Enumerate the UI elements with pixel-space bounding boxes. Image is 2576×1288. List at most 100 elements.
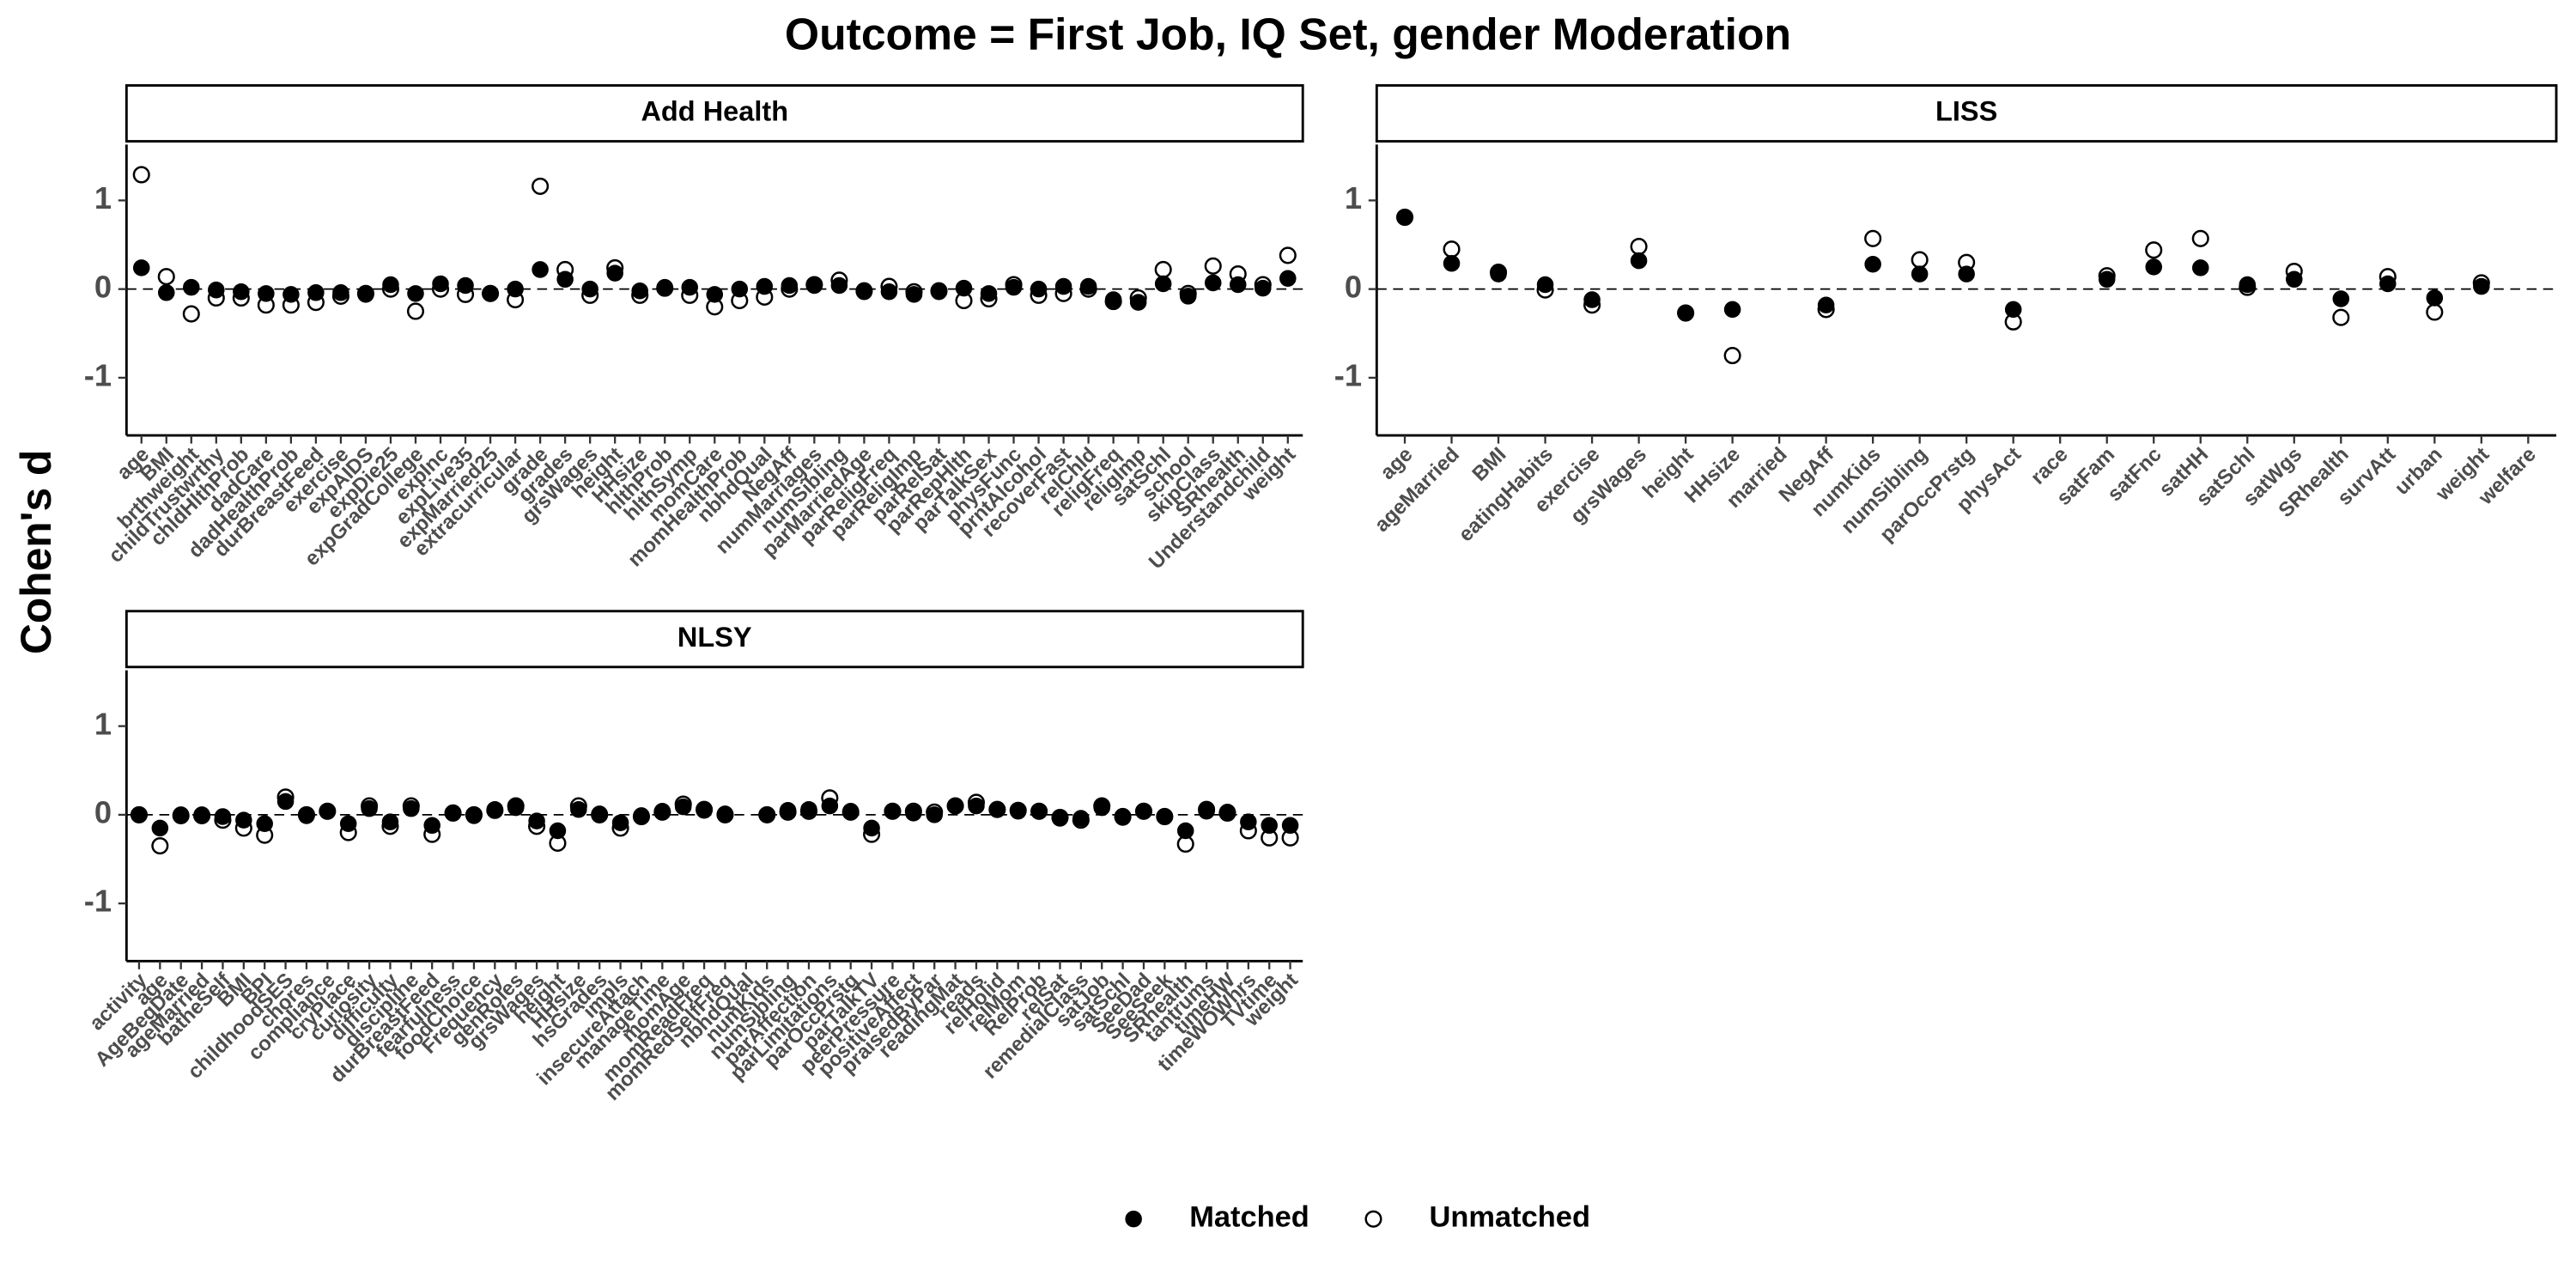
data-point (1630, 238, 1648, 256)
data-point (1490, 265, 1507, 283)
legend-label: Matched (1189, 1201, 1309, 1234)
data-point (955, 279, 973, 297)
y-tick-label: -1 (84, 358, 112, 393)
data-point (233, 283, 250, 301)
y-tick-label: 0 (94, 269, 112, 304)
data-point (1396, 209, 1413, 226)
data-point (339, 815, 357, 832)
data-point (256, 815, 273, 832)
data-point (1114, 809, 1132, 826)
data-point (131, 806, 148, 823)
data-point (1218, 804, 1236, 821)
legend-label: Unmatched (1430, 1201, 1590, 1234)
data-point (1093, 799, 1110, 817)
y-axis-label: Cohen's d (12, 450, 60, 654)
data-point (2426, 303, 2444, 321)
data-point (930, 283, 948, 301)
data-point (457, 276, 474, 295)
data-point (633, 807, 650, 824)
data-point (532, 261, 549, 278)
data-point (381, 813, 399, 830)
data-point (403, 799, 420, 817)
data-point (2004, 301, 2022, 319)
data-point (1864, 229, 1882, 247)
data-point (946, 797, 964, 815)
data-point (258, 285, 275, 302)
data-point (1005, 278, 1023, 296)
data-point (132, 259, 150, 276)
chart-title: Outcome = First Job, IQ Set, gender Mode… (785, 9, 1791, 59)
data-point (821, 797, 839, 815)
data-point (357, 286, 374, 303)
data-point (884, 803, 902, 820)
data-point (1154, 260, 1172, 278)
data-point (1176, 822, 1194, 840)
data-point (2332, 308, 2350, 326)
data-point (841, 803, 860, 820)
data-point (407, 285, 424, 302)
y-tick-label: -1 (84, 884, 112, 919)
data-point (193, 806, 210, 823)
data-point (1204, 257, 1222, 275)
data-point (1817, 296, 1835, 314)
data-point (172, 806, 190, 823)
data-point (805, 276, 823, 295)
data-point (1279, 270, 1297, 288)
data-point (606, 264, 623, 282)
data-point (706, 286, 724, 303)
data-point (1072, 810, 1090, 827)
data-point (611, 814, 629, 831)
data-point (656, 278, 673, 296)
data-point (208, 281, 225, 299)
y-tick-label: 1 (94, 180, 112, 216)
data-point (307, 284, 325, 301)
data-point (674, 798, 692, 816)
data-point (581, 280, 598, 298)
data-point (158, 284, 175, 301)
data-point (988, 800, 1006, 818)
data-point (1129, 294, 1147, 311)
data-point (1255, 279, 1272, 297)
data-point (2426, 289, 2444, 307)
data-point (926, 806, 943, 823)
data-point (486, 800, 504, 818)
data-point (1583, 291, 1601, 308)
data-point (2098, 270, 2116, 289)
data-point (532, 177, 550, 195)
data-point (968, 797, 985, 815)
data-point (1279, 246, 1297, 264)
data-point (1009, 803, 1027, 820)
data-point (507, 799, 525, 817)
data-point (276, 793, 295, 811)
data-point (528, 812, 545, 829)
data-point (2145, 258, 2162, 276)
data-point (1054, 277, 1072, 295)
data-point (1179, 288, 1197, 305)
data-point (863, 819, 880, 837)
data-point (1281, 817, 1299, 835)
data-point (631, 282, 648, 300)
strip (1375, 84, 2558, 143)
data-point (549, 822, 567, 840)
data-point (157, 268, 175, 286)
data-point (2145, 241, 2163, 259)
legend-marker (1364, 1210, 1382, 1228)
data-point (758, 806, 775, 823)
data-point (1958, 265, 1975, 283)
strip-title: LISS (1935, 96, 1997, 127)
data-point (756, 277, 774, 295)
data-point (132, 166, 150, 184)
data-point (1030, 280, 1048, 298)
data-point (2239, 276, 2257, 294)
data-point (151, 836, 169, 855)
data-point (681, 278, 699, 296)
data-point (716, 805, 734, 823)
data-point (731, 280, 749, 298)
data-point (183, 278, 200, 296)
strip (125, 84, 1304, 143)
data-point (1443, 254, 1461, 272)
data-point (2191, 229, 2209, 247)
data-point (406, 302, 425, 320)
data-point (905, 805, 922, 822)
